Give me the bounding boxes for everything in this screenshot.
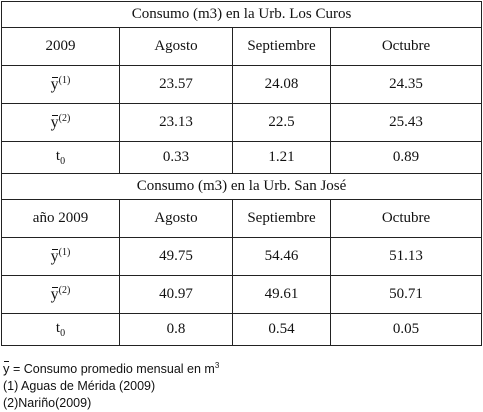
table-row: t0 0.33 1.21 0.89 xyxy=(1,141,483,174)
row-label: t0 xyxy=(1,313,120,346)
table-row: y(2) 23.13 22.5 25.43 xyxy=(1,103,483,142)
superscript: (2) xyxy=(58,113,71,124)
subscript: 0 xyxy=(60,328,66,339)
definition-note: y = Consumo promedio mensual en m3 xyxy=(3,357,481,378)
row-label: y(2) xyxy=(1,103,120,142)
y-bar-symbol: y xyxy=(50,286,59,303)
table2-year: año 2009 xyxy=(1,199,120,238)
table1-month: Agosto xyxy=(119,27,233,66)
t-symbol: t xyxy=(55,320,61,336)
table2-header-row: año 2009 Agosto Septiembre Octubre xyxy=(1,199,483,238)
table-cell: 24.35 xyxy=(329,65,483,104)
table2-title-row: Consumo (m3) en la Urb. San José xyxy=(0,173,483,200)
y-bar-symbol: y xyxy=(50,114,59,131)
table-row: y(1) 49.75 54.46 51.13 xyxy=(1,237,483,276)
table-row: t0 0.8 0.54 0.05 xyxy=(1,313,483,346)
y-bar-symbol: y xyxy=(50,248,59,265)
row-label: y(1) xyxy=(1,65,120,104)
table-row: y(2) 40.97 49.61 50.71 xyxy=(1,275,483,314)
table1-month: Septiembre xyxy=(232,27,331,66)
table-cell: 22.5 xyxy=(232,103,331,142)
y-bar-symbol: y xyxy=(50,76,59,93)
table-cell: 1.21 xyxy=(232,141,331,174)
table1-header-row: 2009 Agosto Septiembre Octubre xyxy=(1,27,483,66)
table-cell: 25.43 xyxy=(329,103,483,142)
table2-month: Septiembre xyxy=(232,199,331,238)
table1-year: 2009 xyxy=(1,27,120,66)
table-cell: 50.71 xyxy=(329,275,483,314)
table1-title-row: Consumo (m3) en la Urb. Los Curos xyxy=(0,1,483,28)
t-symbol: t xyxy=(55,148,61,164)
table-cell: 0.33 xyxy=(119,141,233,174)
table-cell: 0.8 xyxy=(119,313,233,346)
table-cell: 0.54 xyxy=(232,313,331,346)
table-cell: 0.89 xyxy=(329,141,483,174)
table-cell: 49.61 xyxy=(232,275,331,314)
table2-month: Octubre xyxy=(329,199,483,238)
definition-text: = Consumo promedio mensual en m xyxy=(9,362,215,377)
superscript: (1) xyxy=(58,247,71,258)
table-cell: 49.75 xyxy=(119,237,233,276)
source-note-1: (1) Aguas de Mérida (2009) xyxy=(3,379,156,394)
table-cell: 40.97 xyxy=(119,275,233,314)
consumption-table: Consumo (m3) en la Urb. Los Curos 2009 A… xyxy=(0,1,483,346)
superscript: (1) xyxy=(58,75,71,86)
row-label: y(1) xyxy=(1,237,120,276)
table-notes: y = Consumo promedio mensual en m3 (1) A… xyxy=(3,357,481,412)
y-bar-symbol: y xyxy=(3,361,10,377)
table-cell: 23.13 xyxy=(119,103,233,142)
table-cell: 24.08 xyxy=(232,65,331,104)
table-row: y(1) 23.57 24.08 24.35 xyxy=(1,65,483,104)
superscript: (2) xyxy=(58,285,71,296)
row-label: t0 xyxy=(1,141,120,174)
table2-month: Agosto xyxy=(119,199,233,238)
table2-title: Consumo (m3) en la Urb. San José xyxy=(0,173,483,200)
subscript: 0 xyxy=(60,156,66,167)
table-cell: 54.46 xyxy=(232,237,331,276)
table-cell: 23.57 xyxy=(119,65,233,104)
superscript: 3 xyxy=(214,361,220,370)
row-label: y(2) xyxy=(1,275,120,314)
table1-title: Consumo (m3) en la Urb. Los Curos xyxy=(0,1,483,28)
table1-month: Octubre xyxy=(329,27,483,66)
data-tables: Consumo (m3) en la Urb. Los Curos 2009 A… xyxy=(0,1,483,346)
table-cell: 0.05 xyxy=(329,313,483,346)
table-cell: 51.13 xyxy=(329,237,483,276)
source-note-2: (2)Nariño(2009) xyxy=(3,396,92,411)
